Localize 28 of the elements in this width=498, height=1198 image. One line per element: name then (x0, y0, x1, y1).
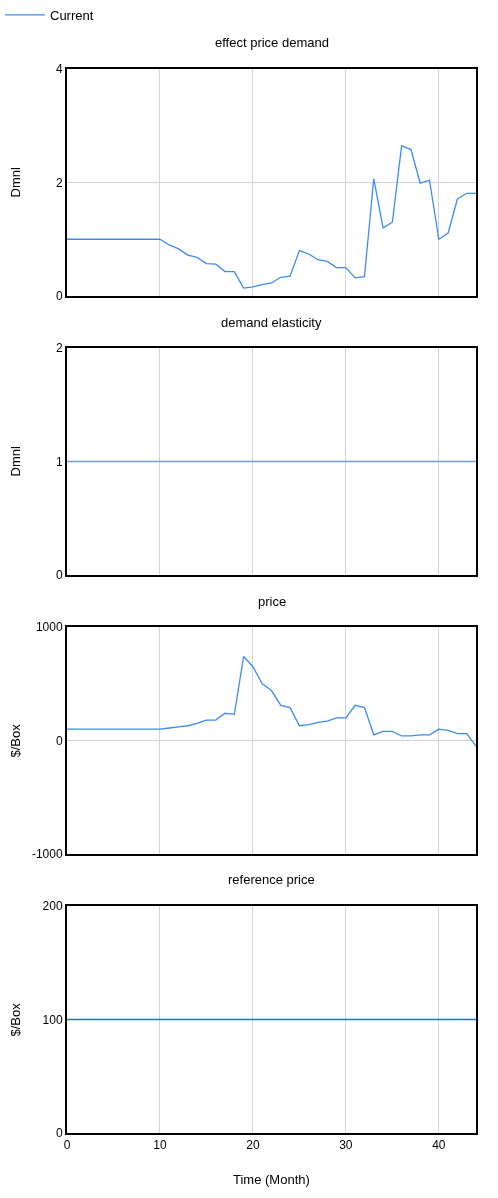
y-tick-label: 4 (55, 62, 63, 77)
y-axis-title: Dmnl (7, 446, 23, 477)
y-tick-label: 0 (55, 568, 63, 583)
x-tick-label: 40 (432, 1138, 446, 1153)
y-tick-label: 200 (42, 899, 63, 914)
x-tick-label: 30 (339, 1138, 353, 1153)
y-tick-label: 2 (55, 341, 63, 356)
y-tick-label: 1 (55, 454, 63, 469)
chart-title: price (258, 594, 287, 609)
y-tick-label: -1000 (31, 847, 63, 862)
y-tick-label: 2 (55, 175, 63, 190)
y-tick-label: 0 (55, 733, 63, 748)
x-axis-title: Time (Month) (233, 1172, 310, 1187)
line-series (67, 655, 476, 747)
chart-title: reference price (228, 872, 315, 887)
y-tick-label: 0 (55, 289, 63, 304)
y-tick-label: 100 (42, 1012, 63, 1027)
x-tick-label: 10 (153, 1138, 167, 1153)
line-series (67, 144, 476, 289)
y-tick-label: 0 (55, 1126, 63, 1141)
chart-title: effect price demand (215, 35, 329, 50)
chart-title: demand elasticity (221, 315, 322, 330)
y-axis-title: $/Box (7, 1002, 23, 1037)
y-tick-label: 1000 (35, 620, 63, 635)
legend-label: Current (50, 8, 94, 24)
x-tick-label: 20 (246, 1138, 260, 1153)
y-axis-title: Dmnl (7, 167, 23, 198)
y-axis-title: $/Box (7, 723, 23, 758)
